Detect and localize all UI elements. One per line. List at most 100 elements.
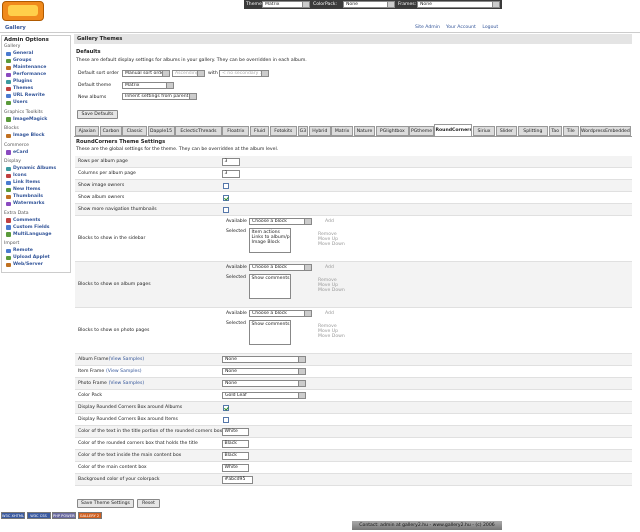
- header-link[interactable]: Logout: [482, 25, 499, 30]
- sidebar-item[interactable]: URL Rewrite: [13, 93, 45, 98]
- action-button[interactable]: Move Up: [318, 283, 339, 289]
- checkbox[interactable]: [223, 207, 229, 213]
- checkbox[interactable]: [223, 417, 229, 423]
- breadcrumb[interactable]: Gallery: [5, 25, 26, 31]
- add-button[interactable]: Add: [325, 219, 334, 224]
- sidebar-item[interactable]: Remote: [13, 248, 33, 253]
- action-button[interactable]: Move Down: [318, 242, 345, 248]
- selected-list[interactable]: Show comments: [249, 320, 291, 345]
- action-button[interactable]: Remove: [318, 232, 337, 237]
- select[interactable]: Gold Leaf: [222, 392, 306, 400]
- settings-row: [75, 462, 632, 474]
- block-select[interactable]: Choose a block: [249, 310, 312, 317]
- sidebar-item[interactable]: Link Items: [13, 180, 40, 185]
- action-button[interactable]: Remove: [318, 278, 337, 283]
- block-select[interactable]: Choose a block: [249, 218, 312, 225]
- sidebar-item[interactable]: Dynamic Albums: [13, 166, 57, 171]
- tab[interactable]: Carbon: [100, 125, 122, 136]
- sidebar-item[interactable]: ImageMagick: [13, 116, 48, 122]
- tab[interactable]: Dapple15: [147, 125, 175, 136]
- theme-select[interactable]: Matrix: [262, 1, 310, 8]
- action-button[interactable]: Move Up: [318, 237, 339, 243]
- header-link[interactable]: Site Admin: [415, 25, 440, 30]
- default-theme-select[interactable]: Matrix: [122, 82, 174, 89]
- view-samples-link[interactable]: (View Samples): [108, 357, 145, 362]
- view-samples-link[interactable]: (View Samples): [108, 381, 145, 386]
- view-samples-link[interactable]: (View Samples): [106, 369, 142, 374]
- sidebar-item[interactable]: Plugins: [13, 79, 33, 84]
- tab[interactable]: Splitting: [517, 125, 548, 136]
- tab[interactable]: G3: [297, 125, 309, 136]
- tab[interactable]: Tao: [548, 125, 562, 136]
- tab[interactable]: Ajaxian: [75, 125, 100, 136]
- tab[interactable]: Fluid: [250, 125, 269, 136]
- header-link[interactable]: Your Account: [446, 25, 476, 30]
- tab[interactable]: Siriux: [473, 125, 495, 136]
- text-input[interactable]: White: [222, 464, 249, 472]
- albums-select[interactable]: Inherit settings from parent album: [122, 93, 197, 100]
- sidebar-item[interactable]: Watermarks: [13, 201, 45, 206]
- action-button[interactable]: Remove: [318, 324, 337, 329]
- text-input[interactable]: #abcd95: [222, 476, 254, 484]
- sidebar-item[interactable]: Comments: [13, 217, 41, 223]
- list-item: Show comments: [251, 276, 290, 281]
- sidebar-icon: [6, 201, 11, 206]
- selected-list[interactable]: Show comments: [249, 274, 291, 299]
- checkbox[interactable]: [223, 195, 229, 201]
- tab[interactable]: Matrix: [331, 125, 353, 136]
- sidebar-item[interactable]: General: [13, 51, 34, 56]
- sidebar-item[interactable]: eCard: [13, 149, 29, 155]
- checkbox[interactable]: [223, 405, 229, 411]
- tab[interactable]: WordpressEmbedded: [579, 125, 632, 136]
- text-input[interactable]: White: [222, 428, 249, 436]
- tab[interactable]: Nature: [353, 125, 376, 136]
- sidebar-item[interactable]: Users: [13, 100, 28, 105]
- text-input[interactable]: 3: [222, 170, 241, 178]
- action-button[interactable]: Move Up: [318, 329, 339, 335]
- save-theme-button[interactable]: Save Theme Settings: [77, 499, 134, 508]
- add-button[interactable]: Add: [325, 311, 334, 316]
- add-button[interactable]: Add: [325, 265, 334, 270]
- text-input[interactable]: Black: [222, 440, 249, 448]
- select[interactable]: None: [222, 368, 306, 376]
- colorpack-select[interactable]: None: [343, 1, 395, 8]
- tab[interactable]: Tile: [562, 125, 579, 136]
- sidebar-item[interactable]: Thumbnails: [13, 194, 44, 199]
- sidebar-item[interactable]: Upload Applet: [13, 255, 50, 260]
- sidebar-item[interactable]: MultiLanguage: [13, 231, 52, 237]
- tab[interactable]: Classic: [122, 125, 147, 136]
- reset-button[interactable]: Reset: [137, 499, 160, 508]
- sidebar-item[interactable]: Web/Server: [13, 262, 44, 267]
- tab[interactable]: Floatrix: [222, 125, 250, 136]
- sidebar-item[interactable]: Custom Fields: [13, 224, 50, 230]
- defaults-desc: These are default display settings for a…: [76, 58, 307, 63]
- sidebar-item[interactable]: Groups: [13, 58, 32, 63]
- checkbox[interactable]: [223, 183, 229, 189]
- sort-select[interactable]: Manual sort order: [122, 70, 170, 77]
- block-select[interactable]: Choose a block: [249, 264, 312, 271]
- sidebar-item[interactable]: Image Block: [13, 133, 45, 138]
- action-button[interactable]: Move Down: [318, 334, 345, 340]
- frames-select[interactable]: None: [417, 1, 500, 8]
- save-defaults[interactable]: Save Defaults: [77, 110, 118, 119]
- action-button[interactable]: Move Down: [318, 288, 345, 294]
- sidebar-item[interactable]: New Items: [13, 187, 41, 192]
- text-input[interactable]: Black: [222, 452, 249, 460]
- select[interactable]: None: [222, 356, 306, 364]
- tab[interactable]: PGlightbox: [376, 125, 409, 136]
- tab[interactable]: Slider: [495, 125, 518, 136]
- tab[interactable]: Hybrid: [309, 125, 331, 136]
- sidebar-item[interactable]: Maintenance: [13, 65, 47, 70]
- sidebar-item[interactable]: Themes: [13, 86, 34, 91]
- tab[interactable]: RoundCorners: [434, 124, 473, 136]
- text-input[interactable]: 3: [222, 158, 241, 166]
- tab[interactable]: Fotokits: [269, 125, 297, 136]
- sidebar-item[interactable]: Icons: [13, 173, 27, 178]
- main-title-bar: [74, 34, 632, 44]
- tab[interactable]: EclecticThreads: [175, 125, 222, 136]
- select[interactable]: None: [222, 380, 306, 388]
- tab[interactable]: PGtheme: [409, 125, 434, 136]
- sidebar-item[interactable]: Performance: [13, 72, 47, 77]
- main-title: Gallery Themes: [77, 36, 123, 42]
